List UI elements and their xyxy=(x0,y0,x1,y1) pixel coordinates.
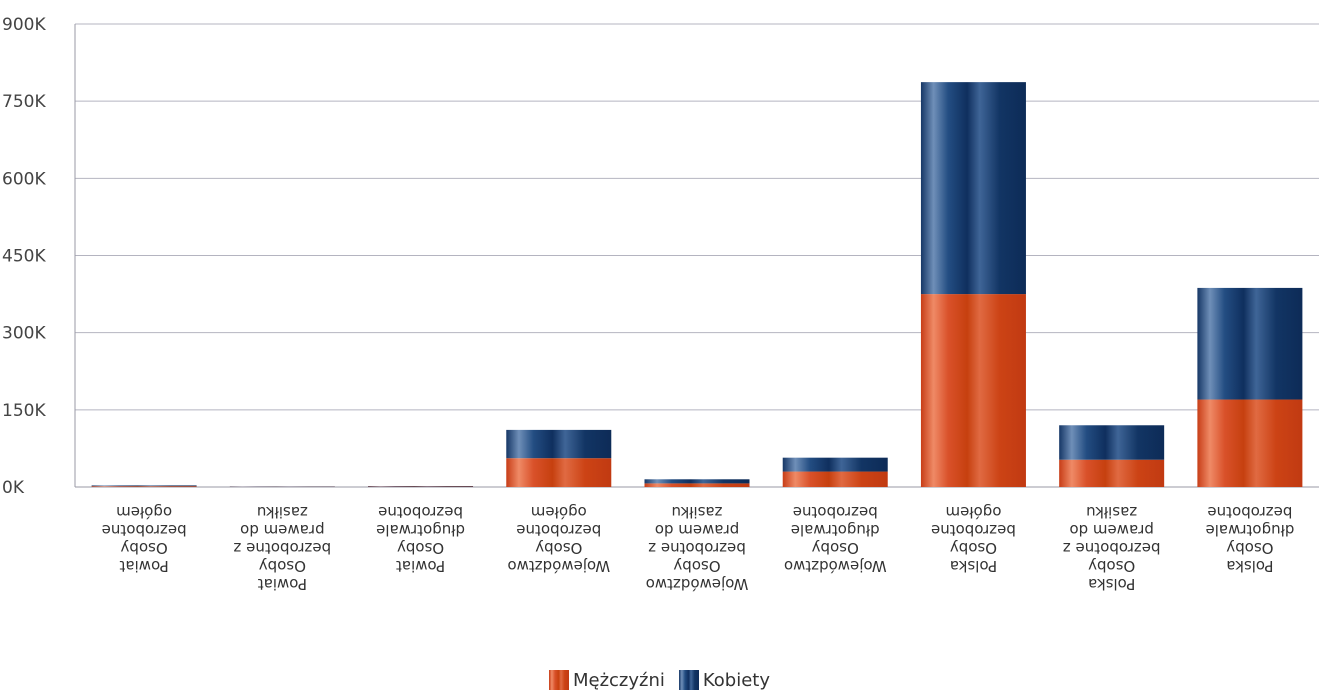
y-axis-ticks: 0K 150K 300K 450K 600K 750K 900K xyxy=(2,15,46,498)
legend-swatch-men xyxy=(548,670,569,690)
x-tick-line: Polska xyxy=(1226,557,1273,575)
x-tick-line: prawem do xyxy=(240,521,324,539)
x-tick-line: zasiłku xyxy=(671,503,722,521)
bar-women-7 xyxy=(1059,425,1165,460)
x-tick-line: Osoby xyxy=(120,539,167,557)
x-tick-line: długotrwale xyxy=(376,521,465,539)
x-tick-line: Osoby xyxy=(1226,539,1273,557)
x-tick-line: prawem do xyxy=(655,521,739,539)
x-tick-line: Osoby xyxy=(812,539,859,557)
bar-women-4 xyxy=(644,479,750,484)
x-tick-line: bezrobotne z xyxy=(1063,539,1161,557)
legend-entry-women: Kobiety xyxy=(678,669,771,691)
x-tick-line: ogółem xyxy=(531,503,587,521)
bar-men-6 xyxy=(920,294,1026,487)
bar-women-2 xyxy=(368,486,474,487)
x-tick-line: bezrobotne xyxy=(516,521,601,539)
x-tick-line: bezrobotne xyxy=(378,503,463,521)
bar-men-7 xyxy=(1059,459,1165,487)
x-tick-line: ogółem xyxy=(945,503,1001,521)
bar-men-4 xyxy=(644,483,750,487)
y-tick-label: 300K xyxy=(2,324,46,344)
bar-men-5 xyxy=(782,471,888,487)
bar-women-5 xyxy=(782,457,888,472)
x-tick-line: Województwo xyxy=(646,575,749,593)
y-tick-label: 450K xyxy=(2,247,46,267)
x-tick-line: ogółem xyxy=(116,503,172,521)
y-tick-label: 900K xyxy=(2,15,46,35)
bar-women-3 xyxy=(506,429,612,459)
bar-women-0 xyxy=(91,485,197,487)
x-tick-line: prawem do xyxy=(1069,521,1153,539)
bar-men-3 xyxy=(506,458,612,487)
bar-women-8 xyxy=(1197,287,1303,400)
x-tick-line: Powiat xyxy=(396,557,445,575)
x-tick-line: Osoby xyxy=(673,557,720,575)
x-tick-line: zasiłku xyxy=(1086,503,1137,521)
bars-layer xyxy=(91,82,1303,487)
bar-women-6 xyxy=(920,82,1026,295)
legend-label-women: Kobiety xyxy=(702,669,771,691)
x-tick-line: Osoby xyxy=(397,539,444,557)
x-tick-line: bezrobotne z xyxy=(233,539,331,557)
x-tick-line: bezrobotne xyxy=(931,521,1016,539)
y-tick-label: 0K xyxy=(2,478,25,498)
x-tick-line: Powiat xyxy=(258,575,307,593)
x-tick-line: Powiat xyxy=(119,557,168,575)
x-tick-line: Osoby xyxy=(259,557,306,575)
y-tick-label: 150K xyxy=(2,401,46,421)
legend-label-men: Mężczyźni xyxy=(572,669,665,691)
y-tick-label: 750K xyxy=(2,92,46,112)
bar-men-8 xyxy=(1197,399,1303,487)
x-tick-line: Osoby xyxy=(535,539,582,557)
x-axis-ticks: PowiatOsobybezrobotneogółemPowiatOsobybe… xyxy=(102,503,1295,593)
legend-swatch-women xyxy=(678,670,699,690)
x-tick-line: bezrobotne xyxy=(793,503,878,521)
legend: Mężczyźni Kobiety xyxy=(0,668,1319,692)
x-tick-line: bezrobotne xyxy=(1207,503,1292,521)
x-tick-line: Polska xyxy=(950,557,997,575)
x-tick-line: Osoby xyxy=(1088,557,1135,575)
x-tick-line: Osoby xyxy=(950,539,997,557)
x-tick-line: bezrobotne xyxy=(102,521,187,539)
x-tick-line: długotrwale xyxy=(791,521,880,539)
grid-layer xyxy=(74,23,1319,488)
x-tick-line: Województwo xyxy=(507,557,610,575)
legend-entry-men: Mężczyźni xyxy=(548,669,665,691)
x-tick-line: bezrobotne z xyxy=(648,539,746,557)
y-tick-label: 600K xyxy=(2,169,46,189)
bar-men-0 xyxy=(91,486,197,487)
x-tick-line: zasiłku xyxy=(257,503,308,521)
x-tick-line: Województwo xyxy=(784,557,887,575)
x-tick-line: długotrwale xyxy=(1205,521,1294,539)
x-tick-line: Polska xyxy=(1088,575,1135,593)
